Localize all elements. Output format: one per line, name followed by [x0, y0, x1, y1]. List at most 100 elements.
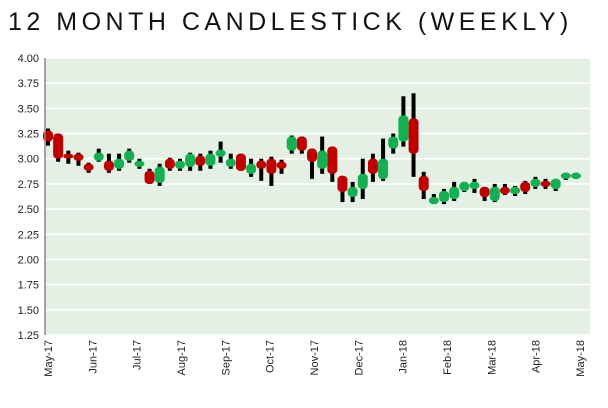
candle-body-up [185, 153, 196, 167]
candle-body-down [499, 186, 510, 194]
x-tick-label: May-18 [575, 340, 587, 377]
y-tick-label: 2.75 [18, 179, 39, 191]
x-tick-label: Jul-17 [132, 340, 144, 370]
y-tick-label: 4.00 [18, 53, 39, 65]
y-tick-label: 3.00 [18, 154, 39, 166]
candle [439, 188, 449, 205]
candle [479, 186, 490, 202]
y-tick-label: 3.25 [18, 129, 39, 141]
y-tick-label: 3.75 [18, 78, 39, 90]
y-tick-label: 1.25 [18, 330, 39, 342]
candle-body-up [175, 160, 185, 169]
x-axis-ticks: May-17 Jun-17 Jul-17 Aug-17 Sep-17 Oct-17 Nov-… [43, 340, 587, 377]
candle-body-up [530, 178, 541, 187]
y-tick-label: 3.50 [18, 103, 39, 115]
candle-wick [259, 158, 264, 181]
candle-body-down [195, 155, 206, 166]
candles [43, 93, 581, 205]
candle [378, 138, 389, 181]
candle-body-up [550, 178, 561, 189]
candle-body-up [246, 163, 257, 174]
candle-body-down [479, 186, 490, 198]
candle-body-down [337, 175, 348, 192]
candle-body-down [164, 158, 175, 169]
candle-body-up [225, 158, 236, 167]
candle-body-up [489, 186, 500, 202]
candle [398, 96, 409, 147]
candle [114, 153, 125, 171]
candle [459, 181, 470, 192]
candle-body-up [347, 186, 358, 198]
candle [175, 158, 185, 171]
candle [307, 148, 317, 179]
candle [93, 148, 104, 162]
candle-body-up [378, 158, 389, 179]
x-tick-label: Aug-17 [176, 340, 188, 375]
candle [246, 158, 257, 177]
candle-body-up [357, 173, 368, 189]
y-tick-label: 2.50 [18, 204, 39, 216]
candle-body-down [266, 158, 277, 174]
y-tick-label: 2.00 [18, 254, 39, 266]
candle [185, 152, 196, 171]
candle-body-up [205, 153, 216, 166]
candle [235, 153, 246, 171]
candle [408, 93, 419, 177]
x-tick-label: Apr-18 [531, 340, 543, 373]
candle [530, 176, 541, 189]
candle [327, 146, 338, 182]
candle-body-down [235, 153, 246, 171]
candle-wick [310, 148, 314, 179]
candle [266, 156, 277, 186]
candle-body-down [53, 133, 64, 159]
x-tick-label: Mar-18 [486, 340, 498, 375]
y-tick-label: 1.75 [18, 280, 39, 292]
candle [195, 153, 206, 171]
candle-body-up [93, 152, 104, 161]
candle-body-up [388, 136, 399, 149]
x-tick-label: Feb-18 [442, 340, 454, 375]
candle-body-down [418, 175, 429, 191]
x-tick-label: Sep-17 [220, 340, 232, 375]
candle [225, 153, 236, 169]
candle [571, 172, 581, 179]
candle-body-down [103, 160, 114, 171]
candle [134, 158, 145, 169]
candle [337, 175, 348, 203]
candle-body-up [571, 172, 581, 179]
candle [560, 172, 571, 180]
candle [215, 141, 226, 163]
candle [144, 168, 155, 184]
candle-body-up [459, 181, 470, 191]
candle [550, 178, 561, 191]
candle-body-up [134, 160, 145, 167]
candle [164, 157, 175, 171]
candle [73, 152, 84, 166]
x-tick-label: Oct-17 [265, 340, 277, 373]
candle [124, 148, 135, 163]
candle [469, 178, 480, 193]
candle-body-down [83, 163, 94, 171]
candle-body-down [296, 136, 307, 151]
candle-body-down [327, 146, 338, 174]
candle-body-up [449, 186, 460, 200]
chart-title: 12 MONTH CANDLESTICK (WEEKLY) [8, 8, 573, 36]
candle [449, 181, 460, 202]
candle [428, 193, 439, 205]
candle-body-down [408, 118, 419, 154]
x-tick-label: Nov-17 [309, 340, 321, 375]
plot-background [45, 58, 590, 335]
candle-body-up [154, 166, 165, 183]
candle-body-down [520, 181, 531, 192]
candle [205, 150, 216, 169]
candle-body-up [317, 150, 328, 169]
candle [357, 158, 368, 200]
candle-body-up [124, 150, 135, 161]
candle-body-up [286, 136, 297, 151]
candle [418, 171, 429, 200]
candle [510, 185, 521, 196]
candle-body-up [398, 115, 409, 142]
candle-body-up [439, 190, 449, 203]
candle [154, 163, 165, 186]
